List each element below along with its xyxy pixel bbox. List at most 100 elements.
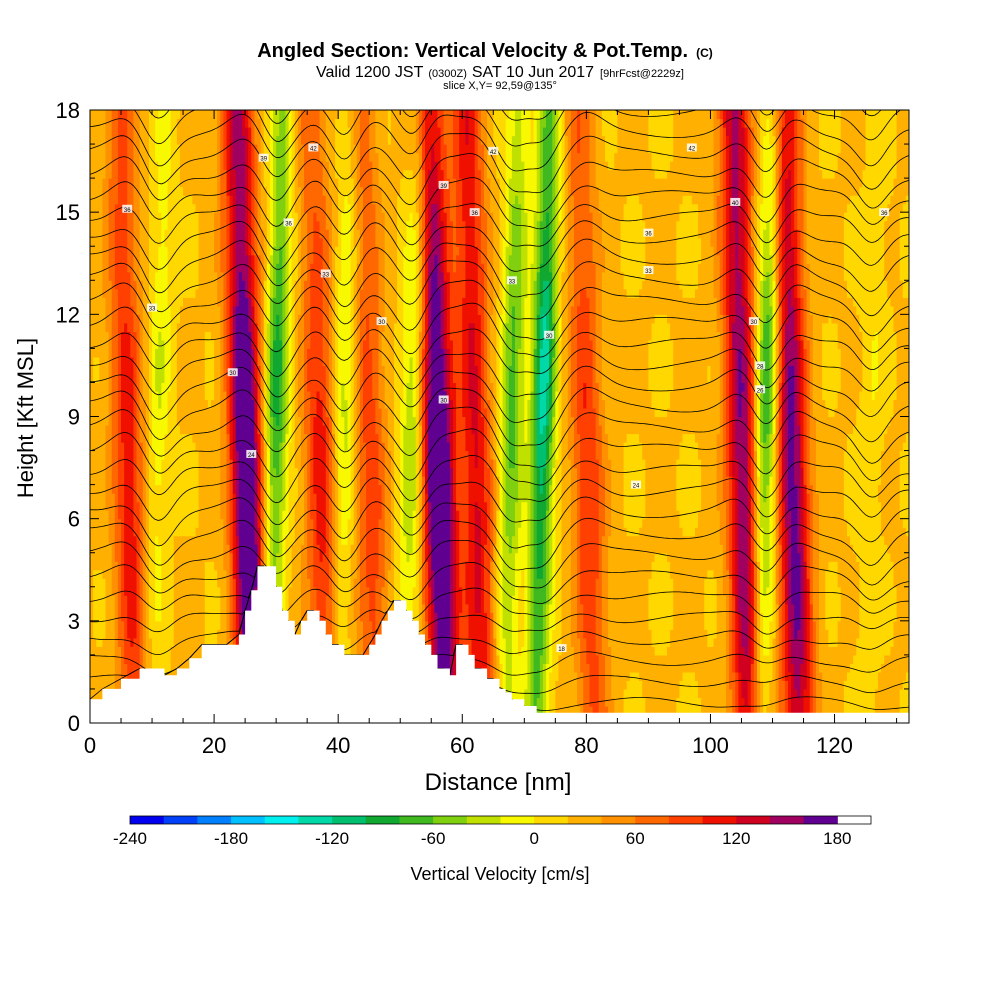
field-cell bbox=[155, 127, 159, 137]
field-cell bbox=[189, 382, 193, 392]
field-cell bbox=[279, 407, 283, 418]
field-cell bbox=[251, 118, 256, 128]
field-cell bbox=[176, 246, 181, 256]
field-cell bbox=[114, 603, 119, 613]
field-cell bbox=[173, 161, 178, 171]
field-cell bbox=[170, 467, 175, 477]
field-cell bbox=[238, 544, 243, 554]
field-cell bbox=[186, 297, 190, 307]
field-cell bbox=[179, 144, 184, 154]
field-cell bbox=[142, 561, 147, 571]
field-cell bbox=[93, 237, 97, 247]
field-cell bbox=[192, 161, 197, 171]
field-cell bbox=[276, 407, 280, 418]
field-cell bbox=[201, 484, 206, 494]
field-cell bbox=[226, 271, 231, 281]
field-cell bbox=[192, 518, 197, 528]
field-cell bbox=[291, 322, 296, 332]
field-cell bbox=[121, 459, 125, 469]
field-cell bbox=[238, 186, 243, 196]
field-cell bbox=[90, 161, 94, 171]
field-cell bbox=[93, 654, 97, 664]
field-cell bbox=[114, 476, 119, 486]
field-cell bbox=[117, 586, 122, 596]
field-cell bbox=[117, 646, 122, 656]
field-cell bbox=[288, 178, 293, 188]
field-cell bbox=[179, 263, 184, 273]
field-cell bbox=[176, 271, 181, 281]
field-cell bbox=[158, 110, 162, 120]
field-cell bbox=[179, 620, 184, 630]
field-cell bbox=[220, 416, 224, 426]
field-cell bbox=[155, 603, 159, 613]
field-cell bbox=[263, 331, 268, 341]
field-cell bbox=[155, 459, 159, 469]
field-cell bbox=[251, 135, 256, 145]
field-cell bbox=[176, 365, 181, 375]
field-cell bbox=[251, 288, 256, 298]
field-cell bbox=[124, 246, 128, 256]
field-cell bbox=[183, 118, 187, 128]
field-cell bbox=[201, 229, 206, 239]
field-cell bbox=[179, 493, 184, 503]
field-cell bbox=[111, 135, 116, 145]
field-cell bbox=[238, 229, 243, 239]
field-cell bbox=[152, 459, 156, 469]
field-cell bbox=[220, 552, 224, 562]
field-cell bbox=[186, 416, 190, 426]
field-cell bbox=[93, 603, 97, 613]
field-cell bbox=[229, 586, 234, 596]
field-cell bbox=[90, 450, 94, 460]
field-cell bbox=[285, 144, 290, 154]
field-cell bbox=[167, 578, 172, 588]
field-cell bbox=[217, 425, 221, 435]
field-cell bbox=[105, 646, 110, 656]
field-cell bbox=[155, 637, 159, 647]
field-cell bbox=[124, 671, 128, 682]
field-cell bbox=[288, 135, 293, 145]
field-cell bbox=[226, 561, 231, 571]
field-cell bbox=[155, 288, 159, 298]
field-cell bbox=[288, 476, 293, 486]
field-cell bbox=[173, 195, 178, 205]
field-cell bbox=[105, 203, 110, 213]
field-cell bbox=[229, 263, 234, 273]
field-cell bbox=[214, 433, 218, 443]
field-cell bbox=[288, 169, 293, 179]
field-cell bbox=[260, 493, 265, 503]
field-cell bbox=[130, 144, 135, 154]
field-cell bbox=[164, 169, 169, 179]
field-cell bbox=[179, 544, 184, 554]
field-cell bbox=[266, 339, 271, 349]
field-cell bbox=[99, 442, 104, 452]
field-cell bbox=[173, 442, 178, 452]
field-cell bbox=[164, 246, 169, 256]
field-cell bbox=[217, 612, 221, 622]
field-cell bbox=[276, 518, 280, 528]
field-cell bbox=[117, 629, 122, 639]
field-cell bbox=[102, 518, 107, 528]
field-cell bbox=[248, 161, 252, 171]
field-cell bbox=[139, 229, 144, 239]
field-cell bbox=[217, 331, 221, 341]
field-cell bbox=[96, 237, 100, 247]
field-cell bbox=[145, 467, 150, 477]
field-cell bbox=[133, 552, 138, 562]
field-cell bbox=[164, 544, 169, 554]
field-cell bbox=[145, 476, 150, 486]
field-cell bbox=[121, 135, 125, 145]
field-cell bbox=[226, 433, 231, 443]
field-cell bbox=[226, 118, 231, 128]
field-cell bbox=[145, 212, 150, 222]
field-cell bbox=[226, 595, 231, 605]
field-cell bbox=[214, 348, 218, 358]
field-cell bbox=[152, 561, 156, 571]
field-cell bbox=[235, 220, 240, 230]
field-cell bbox=[201, 331, 206, 341]
field-cell bbox=[282, 118, 287, 128]
field-cell bbox=[152, 467, 156, 477]
field-cell bbox=[167, 493, 172, 503]
field-cell bbox=[130, 612, 135, 622]
field-cell bbox=[279, 314, 283, 324]
field-cell bbox=[142, 578, 147, 588]
